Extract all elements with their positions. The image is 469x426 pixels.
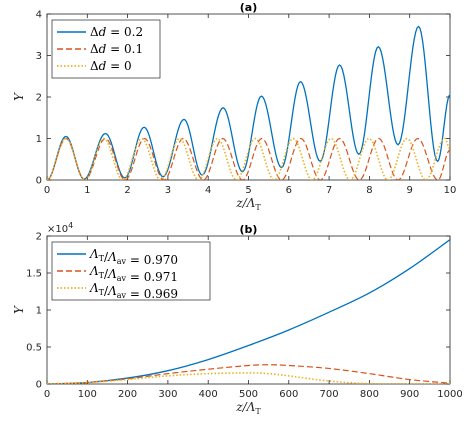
x-tick-label: 500 <box>239 389 258 400</box>
x-tick-label: 7 <box>326 185 332 196</box>
y-tick-label: 0 <box>36 380 42 391</box>
x-tick-label: 4 <box>205 185 211 196</box>
x-tick-label: 400 <box>199 389 218 400</box>
legend: Δd = 0.2 Δd = 0.1 Δd = 0 <box>51 19 161 79</box>
y-tick-label: 0 <box>36 176 42 187</box>
legend-label-2: Δd = 0.1 <box>90 42 143 56</box>
x-tick-label: 0 <box>44 185 50 196</box>
x-tick-label: 900 <box>400 389 419 400</box>
y-axis-label: Υ <box>12 92 26 101</box>
y-multiplier: ×104 <box>47 221 73 235</box>
legend-label-1: Δd = 0.2 <box>90 25 143 39</box>
y-tick-label: 1 <box>36 306 42 317</box>
legend-label-3: ΛT/Λav = 0.969 <box>89 281 178 301</box>
x-tick-label: 1000 <box>437 389 462 400</box>
y-tick-label: 4 <box>36 10 42 21</box>
y-tick-label: 1 <box>36 134 42 145</box>
x-tick-label: 100 <box>78 389 97 400</box>
x-axis-label: z/ΛT <box>235 196 261 212</box>
x-tick-label: 1 <box>84 185 90 196</box>
x-tick-label: 800 <box>360 389 379 400</box>
chart-b: 0 100 200 300 400 500 600 700 800 900 1000 0 0.5 1 1.5… <box>12 221 463 416</box>
x-tick-label: 300 <box>158 389 177 400</box>
x-tick-label: 600 <box>279 389 298 400</box>
x-tick-label: 10 <box>444 185 457 196</box>
y-tick-label: 3 <box>36 51 42 62</box>
x-tick-label: 2 <box>124 185 130 196</box>
y-axis-label: Υ <box>12 305 26 314</box>
x-tick-label: 200 <box>118 389 137 400</box>
x-tick-label: 6 <box>286 185 292 196</box>
x-axis-label: z/ΛT <box>235 400 261 416</box>
series-line-1 <box>47 239 450 384</box>
x-tick-label: 0 <box>44 389 50 400</box>
chart-title: (a) <box>240 1 257 14</box>
y-tick-label: 0.5 <box>26 343 42 354</box>
x-tick-label: 700 <box>320 389 339 400</box>
x-tick-label: 5 <box>245 185 251 196</box>
series-line-3 <box>47 372 450 384</box>
series-line-1 <box>47 25 450 180</box>
legend-label-3: Δd = 0 <box>90 59 132 73</box>
legend-label-2: ΛT/Λav = 0.971 <box>89 264 178 284</box>
chart-title: (b) <box>240 223 258 236</box>
x-tick-label: 3 <box>165 185 171 196</box>
y-tick-label: 2 <box>36 232 42 243</box>
y-tick-label: 1.5 <box>26 269 42 280</box>
y-tick-label: 2 <box>36 93 42 104</box>
x-tick-label: 9 <box>407 185 413 196</box>
legend-label-1: ΛT/Λav = 0.970 <box>89 247 178 267</box>
series-line-3 <box>47 137 450 180</box>
x-tick-label: 8 <box>366 185 372 196</box>
series-line-2 <box>47 137 450 180</box>
